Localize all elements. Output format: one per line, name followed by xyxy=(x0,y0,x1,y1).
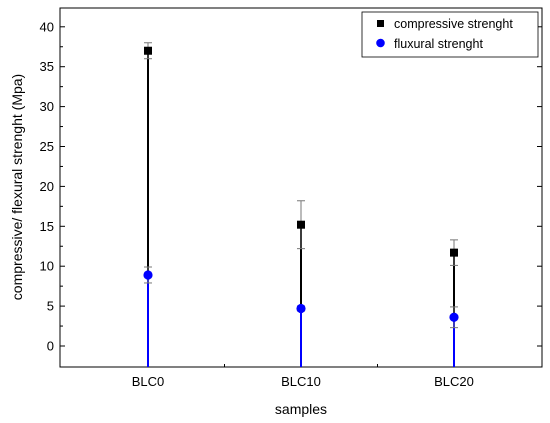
legend-marker-compressive xyxy=(377,20,384,27)
flexural-point xyxy=(143,270,153,280)
legend-box xyxy=(361,11,539,58)
x-axis: BLC0 BLC10 BLC20 xyxy=(132,362,474,389)
y-tick-label: 35 xyxy=(40,59,54,74)
legend-marker-flexural xyxy=(376,38,385,48)
y-tick-label: 15 xyxy=(40,219,54,234)
y-tick-label: 20 xyxy=(40,179,54,194)
legend-label-flexural: fluxural strenght xyxy=(394,37,483,51)
y-tick-label: 0 xyxy=(47,339,54,354)
x-tick-label: BLC10 xyxy=(281,374,321,389)
compressive-point xyxy=(450,248,458,257)
x-tick-label: BLC20 xyxy=(434,374,474,389)
y-axis: 0 5 10 15 20 25 30 35 40 xyxy=(40,19,542,354)
x-axis-title: samples xyxy=(275,401,327,417)
y-tick-label: 30 xyxy=(40,99,54,114)
flexural-point xyxy=(449,312,459,322)
compressive-point xyxy=(297,220,305,229)
legend-label-compressive: compressive strenght xyxy=(394,17,513,31)
y-tick-label: 10 xyxy=(40,259,54,274)
y-tick-label: 40 xyxy=(40,19,54,34)
flexural-point xyxy=(296,303,306,314)
compressive-point xyxy=(144,46,152,55)
y-tick-label: 25 xyxy=(40,139,54,154)
data-points xyxy=(143,46,459,322)
legend: compressive strenght fluxural strenght xyxy=(361,11,539,58)
y-tick-label: 5 xyxy=(47,299,54,314)
x-tick-label: BLC0 xyxy=(132,374,165,389)
y-axis-title: compressive/ flexural strenght (Mpa) xyxy=(9,74,25,300)
